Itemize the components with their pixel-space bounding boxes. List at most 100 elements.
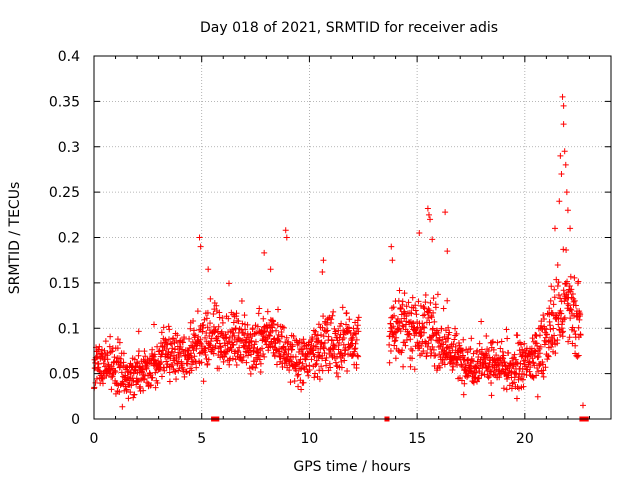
data-point — [395, 297, 402, 304]
data-point — [397, 305, 404, 312]
data-point — [248, 337, 255, 344]
data-point — [565, 338, 572, 345]
data-point — [165, 323, 172, 330]
y-tick-label: 0.35 — [49, 94, 80, 110]
data-point — [531, 353, 538, 360]
data-point — [428, 350, 435, 357]
data-point — [567, 306, 574, 313]
data-point — [476, 340, 483, 347]
data-point — [290, 333, 297, 340]
data-point — [158, 351, 165, 358]
data-point — [551, 225, 558, 232]
x-tick-label: 10 — [301, 431, 319, 447]
data-point — [485, 348, 492, 355]
data-point — [386, 341, 393, 348]
data-point — [554, 262, 561, 269]
data-point — [204, 309, 211, 316]
data-point — [513, 370, 520, 377]
y-tick-label: 0.3 — [58, 140, 80, 156]
data-point — [488, 339, 495, 346]
data-point — [264, 325, 271, 332]
data-point — [557, 152, 564, 159]
data-point — [420, 304, 427, 311]
data-point — [459, 363, 466, 370]
data-point — [167, 353, 174, 360]
data-point — [536, 332, 543, 339]
data-point — [315, 321, 322, 328]
data-point — [203, 329, 210, 336]
data-point — [557, 295, 564, 302]
data-point — [169, 362, 176, 369]
data-point — [342, 346, 349, 353]
data-point — [259, 345, 266, 352]
data-point — [127, 369, 134, 376]
data-point — [428, 336, 435, 343]
data-point — [546, 318, 553, 325]
data-point — [563, 246, 570, 253]
data-point — [519, 346, 526, 353]
data-point — [388, 243, 395, 250]
data-point — [250, 344, 257, 351]
data-point — [442, 338, 449, 345]
data-point — [430, 346, 437, 353]
data-point — [292, 353, 299, 360]
data-point — [114, 345, 121, 352]
data-point — [453, 330, 460, 337]
data-point — [280, 324, 287, 331]
x-tick-label: 20 — [516, 431, 534, 447]
data-point — [149, 374, 156, 381]
data-point — [264, 308, 271, 315]
data-point — [348, 337, 355, 344]
data-point — [205, 356, 212, 363]
data-point — [275, 306, 282, 313]
data-point — [428, 313, 435, 320]
data-point — [489, 338, 496, 345]
data-point — [241, 331, 248, 338]
data-point — [154, 343, 161, 350]
data-point — [328, 336, 335, 343]
data-point — [333, 353, 340, 360]
data-point — [189, 338, 196, 345]
data-point — [163, 358, 170, 365]
data-point — [252, 364, 259, 371]
data-point — [344, 368, 351, 375]
data-point — [444, 248, 451, 255]
data-point — [300, 336, 307, 343]
data-point — [513, 359, 520, 366]
data-point — [214, 337, 221, 344]
data-point — [119, 403, 126, 410]
data-point — [274, 321, 281, 328]
data-point — [228, 346, 235, 353]
data-point — [328, 316, 335, 323]
data-point — [257, 360, 264, 367]
data-point — [434, 291, 441, 298]
data-point — [339, 304, 346, 311]
data-point — [540, 312, 547, 319]
data-point — [271, 353, 278, 360]
data-point — [564, 278, 571, 285]
data-point — [393, 334, 400, 341]
data-point — [483, 333, 490, 340]
data-point — [440, 305, 447, 312]
data-point — [218, 328, 225, 335]
data-point — [215, 333, 222, 340]
data-point — [403, 337, 410, 344]
data-point — [220, 358, 227, 365]
data-point — [127, 389, 134, 396]
data-point — [386, 359, 393, 366]
data-point — [318, 363, 325, 370]
y-axis-label: SRMTID / TECUs — [7, 182, 23, 295]
data-point — [283, 334, 290, 341]
data-point — [558, 170, 565, 177]
data-point — [499, 348, 506, 355]
data-point — [188, 350, 195, 357]
data-point — [241, 312, 248, 319]
data-point — [511, 351, 518, 358]
data-point — [176, 354, 183, 361]
data-point — [449, 360, 456, 367]
data-point — [260, 333, 267, 340]
data-point — [407, 336, 414, 343]
data-point — [261, 249, 268, 256]
data-point — [470, 350, 477, 357]
data-point — [527, 364, 534, 371]
